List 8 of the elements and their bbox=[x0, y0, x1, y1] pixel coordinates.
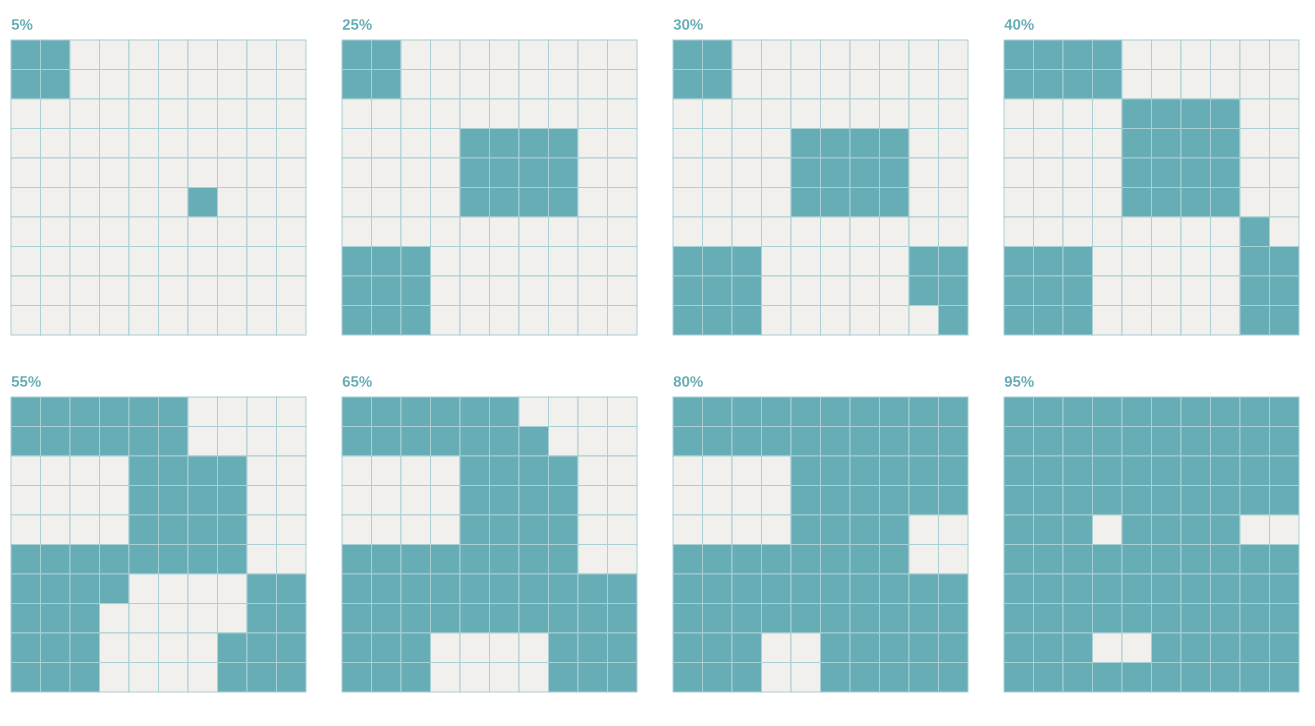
data-label: 65% bbox=[342, 376, 372, 387]
data-label: 95% bbox=[1004, 376, 1034, 387]
data-label: 30% bbox=[673, 19, 703, 30]
data-label: 5% bbox=[11, 19, 33, 30]
data-label: 25% bbox=[342, 19, 372, 30]
data-label: 55% bbox=[11, 376, 41, 387]
data-label: 80% bbox=[673, 376, 703, 387]
data-label: 40% bbox=[1004, 19, 1034, 30]
